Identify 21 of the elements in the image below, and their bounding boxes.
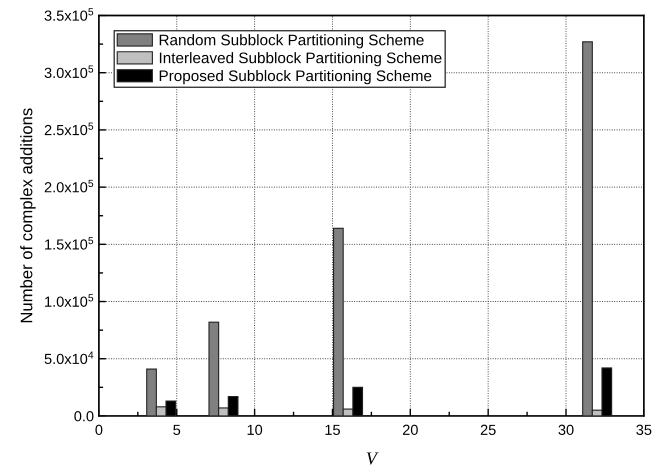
y-tick-label: 1.0x10$^{5}$ xyxy=(45,294,94,307)
legend-label: Proposed Subblock Partitioning Scheme xyxy=(160,70,432,84)
y-axis-title: Number of complex additions xyxy=(20,108,36,322)
y-tick-label: 3.0x10$^{5}$ xyxy=(44,65,94,78)
y-tick-label: 0.0 xyxy=(74,411,94,422)
y-tick-label: 3.5x10$^{5}$ xyxy=(44,8,94,21)
x-tick-label: 5 xyxy=(173,424,180,435)
x-tick-label: 35 xyxy=(636,424,652,435)
legend-label: Interleaved Subblock Partitioning Scheme xyxy=(160,52,442,66)
x-tick-label: 25 xyxy=(480,424,496,435)
x-tick-label: 10 xyxy=(248,424,262,435)
x-axis-title: V xyxy=(366,452,379,465)
y-tick-label: 1.5x10$^{5}$ xyxy=(45,237,94,250)
y-tick-label: 2.0x10$^{5}$ xyxy=(44,180,94,192)
x-tick-label: 30 xyxy=(558,424,574,435)
x-tick-label: 0 xyxy=(95,424,102,435)
legend-label: Random Subblock Partitioning Scheme xyxy=(160,34,424,48)
y-tick-label: 5.0x10$^{4}$ xyxy=(44,351,94,364)
x-tick-label: 15 xyxy=(325,424,340,435)
x-tick-label: 20 xyxy=(402,424,418,435)
y-tick-label: 2.5x10$^{5}$ xyxy=(44,122,94,136)
